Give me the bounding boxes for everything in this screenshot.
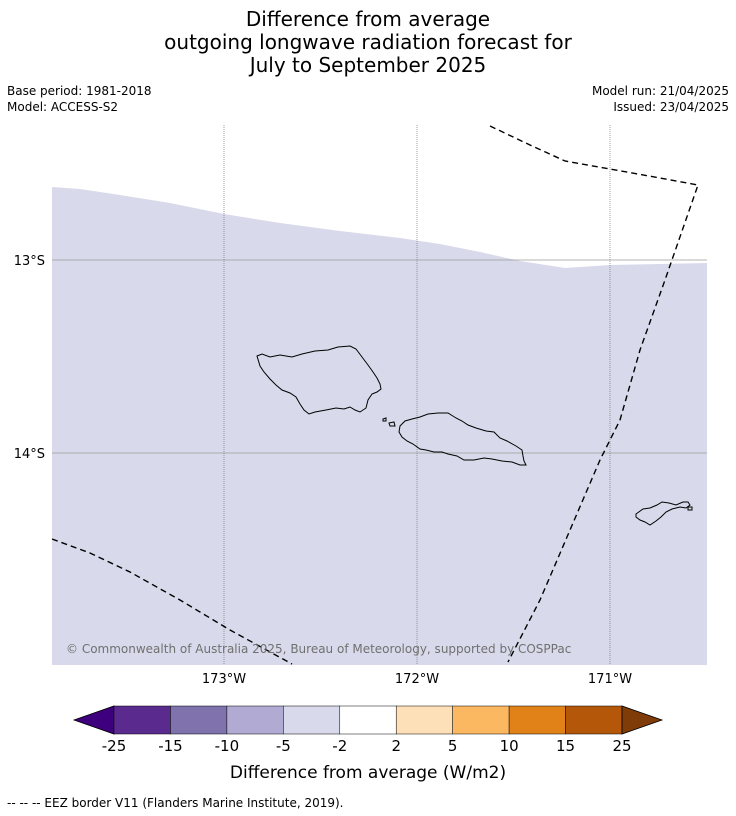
colorbar-segment — [452, 705, 510, 735]
colorbar-tick-label: -25 — [102, 737, 127, 755]
colorbar-extend-high — [621, 705, 664, 735]
colorbar-tick-label: 5 — [448, 737, 458, 755]
title-line-2: outgoing longwave radiation forecast for — [164, 30, 572, 54]
colorbar-tick-label: 15 — [556, 737, 575, 755]
colorbar-title: Difference from average (W/m2) — [230, 763, 506, 783]
colorbar-segment — [113, 705, 171, 735]
meta-right: Model run: 21/04/2025 Issued: 23/04/2025 — [592, 83, 729, 115]
model-name: Model: ACCESS-S2 — [7, 100, 119, 114]
eez-border-southwest — [51, 538, 293, 665]
eez-footnote: -- -- -- EEZ border V11 (Flanders Marine… — [7, 796, 344, 810]
colorbar-segment — [226, 705, 284, 735]
colorbar-segment — [565, 705, 623, 735]
coastlines — [256, 345, 693, 526]
title-line-1: Difference from average — [245, 7, 491, 31]
colorbar-tick-label: -5 — [276, 737, 291, 755]
colorbar-tick-labels: -25 -15 -10 -5 -2 2 5 10 15 25 — [102, 737, 632, 755]
lat-label-14s: 14°S — [14, 447, 45, 462]
colorbar-segment — [508, 705, 566, 735]
lon-label-172w: 172°W — [395, 672, 439, 687]
apolima-islet — [388, 421, 396, 427]
colorbar-tick-label: 25 — [612, 737, 631, 755]
copyright-text: © Commonwealth of Australia 2025, Bureau… — [66, 642, 571, 656]
colorbar-segment — [170, 705, 228, 735]
model-run: Model run: 21/04/2025 — [591, 84, 729, 98]
colorbar-extend-low — [72, 705, 115, 735]
eez-borders — [51, 125, 699, 665]
lat-label-13s: 13°S — [14, 254, 45, 269]
aunuu-islet — [687, 506, 693, 511]
graticule — [52, 125, 707, 665]
manono-islet — [382, 417, 387, 422]
colorbar-tick-label: -10 — [215, 737, 240, 755]
colorbar-segment — [339, 705, 397, 735]
colorbar-tick-label: 2 — [391, 737, 401, 755]
lon-label-171w: 171°W — [588, 672, 632, 687]
base-period: Base period: 1981-2018 — [7, 84, 152, 98]
meta-left: Base period: 1981-2018 Model: ACCESS-S2 — [7, 83, 152, 115]
colorbar-tick-label: -2 — [332, 737, 347, 755]
colorbar — [72, 705, 664, 735]
chart-title: Difference from average outgoing longwav… — [0, 8, 736, 77]
eez-border-northeast — [489, 125, 699, 663]
colorbar-tick-label: 10 — [500, 737, 519, 755]
issued-date: Issued: 23/04/2025 — [613, 100, 729, 114]
tutuila-island — [635, 501, 691, 526]
title-line-3: July to September 2025 — [249, 53, 487, 77]
lon-label-173w: 173°W — [202, 672, 246, 687]
savaii-island — [256, 345, 382, 415]
anomaly-fill-region — [52, 187, 707, 665]
colorbar-segment — [395, 705, 453, 735]
colorbar-segment — [283, 705, 341, 735]
colorbar-tick-label: -15 — [158, 737, 183, 755]
upolu-island — [398, 412, 527, 466]
